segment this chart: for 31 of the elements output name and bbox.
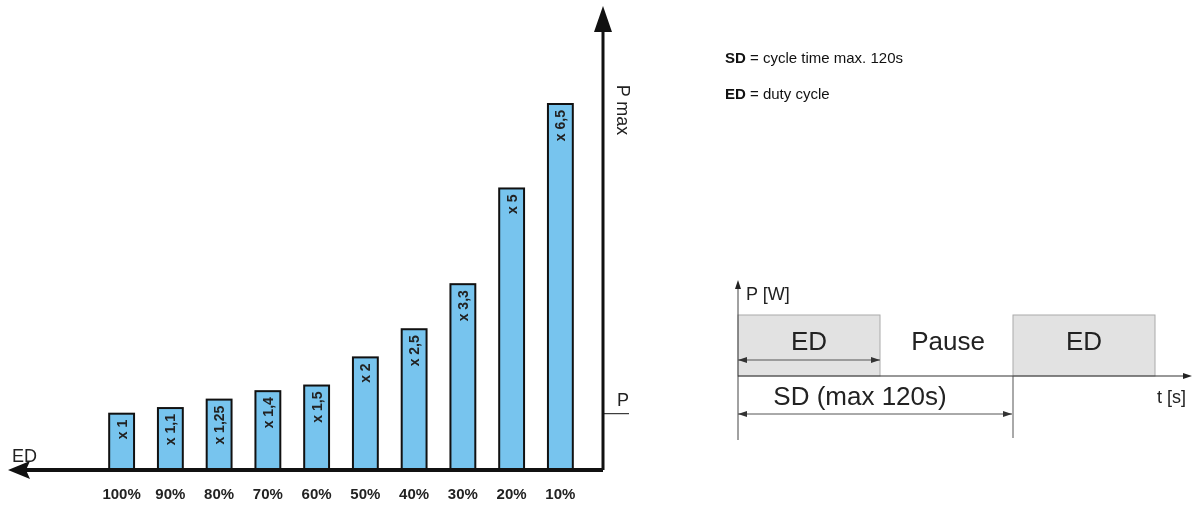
x-tick-label: 40% xyxy=(399,485,430,502)
data-label: x 1 xyxy=(113,419,130,440)
data-label: x 6,5 xyxy=(552,109,569,142)
data-label: x 5 xyxy=(503,194,520,214)
x-tick-label: 30% xyxy=(447,485,478,502)
data-label: x 1,1 xyxy=(162,413,179,446)
data-label: x 2 xyxy=(357,363,374,383)
text: ED = duty cycle xyxy=(725,85,830,102)
data-label: x 3,3 xyxy=(454,289,471,322)
text: Pause xyxy=(911,326,985,356)
data-label: x 1,25 xyxy=(211,405,228,445)
text: P [W] xyxy=(746,284,790,304)
text: t [s] xyxy=(1156,387,1186,407)
x-tick-label: 50% xyxy=(350,485,381,502)
x-tick-label: 10% xyxy=(545,485,576,502)
y-axis-title: P max xyxy=(613,84,633,136)
x-tick-label: 100% xyxy=(102,485,141,502)
text: ED xyxy=(790,326,828,356)
x-tick-label: 80% xyxy=(204,485,235,502)
x-axis-title: ED xyxy=(12,446,38,466)
data-label: x 1,5 xyxy=(308,391,325,423)
x-tick-label: 20% xyxy=(496,485,527,502)
text: SD = cycle time max. 120s xyxy=(725,49,903,66)
x-tick-label: 70% xyxy=(252,485,283,502)
data-label: x 2,5 xyxy=(406,335,423,367)
text: SD (max 120s) xyxy=(773,381,947,411)
text: ED xyxy=(1065,326,1103,356)
ref-line-label: P xyxy=(616,389,630,410)
x-tick-label: 90% xyxy=(155,485,186,502)
x-tick-label: 60% xyxy=(301,485,332,502)
data-label: x 1,4 xyxy=(259,396,276,429)
